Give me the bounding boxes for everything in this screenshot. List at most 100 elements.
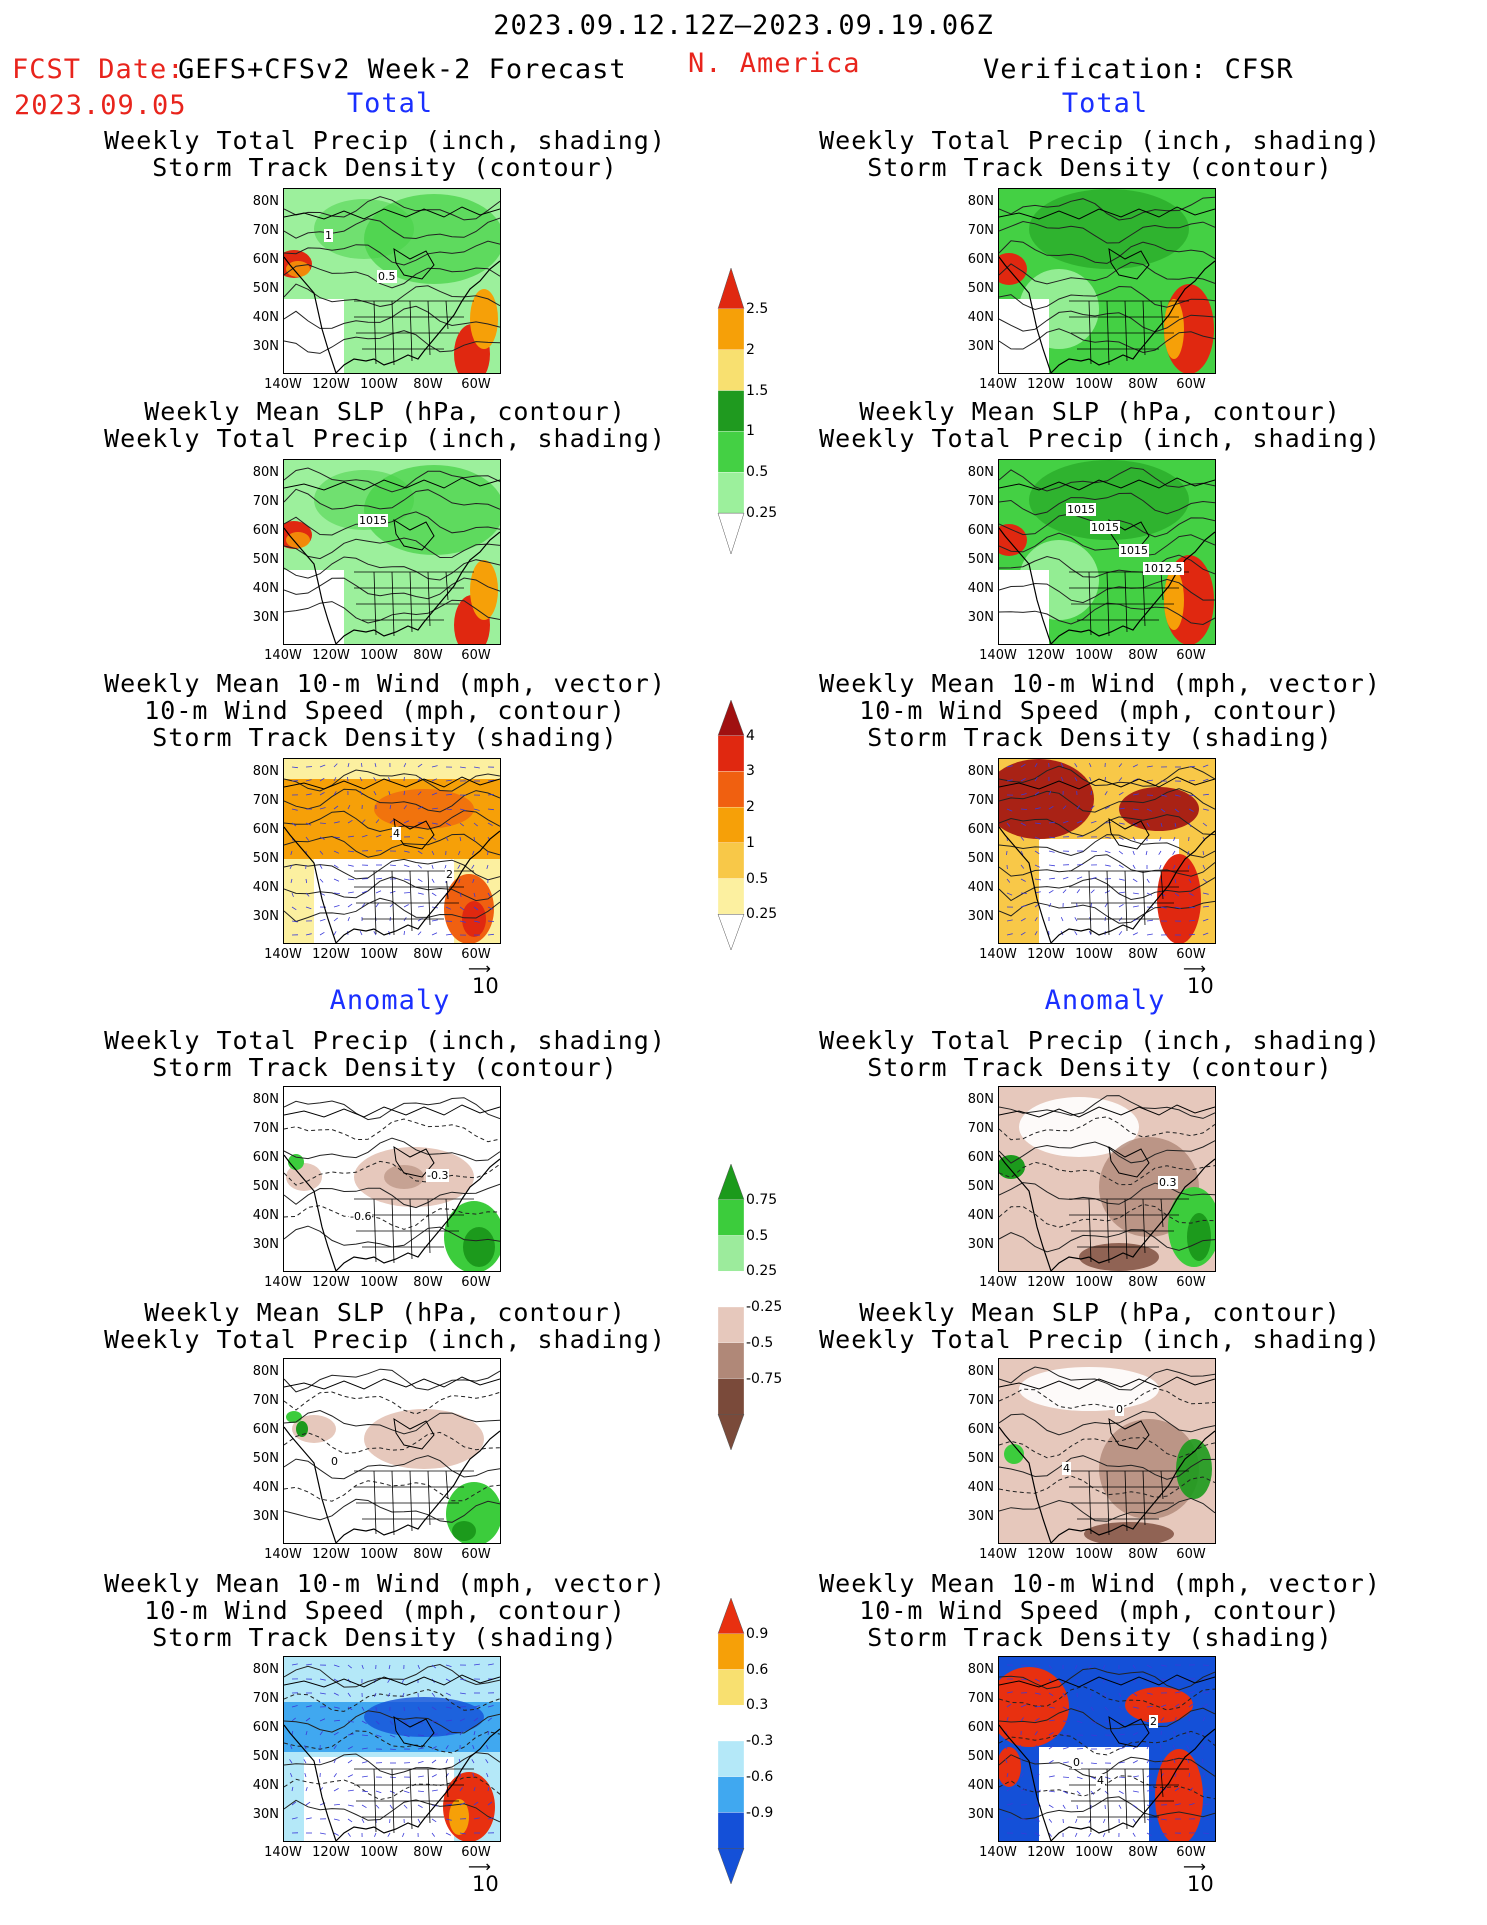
lon-tick-label: 80W: [413, 377, 443, 392]
vector-reference-value: 10: [472, 974, 499, 998]
map-ob-wind-anom: 4 2 0: [998, 1656, 1216, 1842]
title-line: Weekly Total Precip (inch, shading): [819, 424, 1381, 453]
lat-tick-label: 60N: [252, 1422, 279, 1437]
lat-tick-label: 30N: [967, 1509, 994, 1524]
lon-tick-label: 100W: [360, 1547, 398, 1562]
title-line: 10-m Wind Speed (mph, contour): [144, 696, 626, 725]
lat-tick-label: 40N: [967, 581, 994, 596]
lat-tick-label: 50N: [967, 1451, 994, 1466]
contour-label: 1015: [358, 514, 388, 527]
title-line: Weekly Mean 10-m Wind (mph, vector): [819, 1569, 1381, 1598]
lon-tick-label: 120W: [1027, 377, 1065, 392]
map-fc-precip-total: 1 0.5: [283, 188, 501, 374]
title-line: 10-m Wind Speed (mph, contour): [144, 1596, 626, 1625]
lat-tick-label: 60N: [252, 523, 279, 538]
contour-label: 1015: [1119, 544, 1149, 557]
lat-tick-label: 60N: [967, 822, 994, 837]
map-graphic: [284, 759, 500, 943]
lat-tick-label: 70N: [967, 1691, 994, 1706]
title-fc-wind-anom: Weekly Mean 10-m Wind (mph, vector) 10-m…: [85, 1570, 685, 1651]
lat-tick-label: 50N: [252, 851, 279, 866]
lon-tick-label: 120W: [1027, 947, 1065, 962]
lat-tick-label: 30N: [967, 1237, 994, 1252]
lat-tick-label: 40N: [967, 1480, 994, 1495]
lat-tick-label: 80N: [252, 194, 279, 209]
map-graphic: [999, 189, 1215, 373]
lat-tick-label: 40N: [252, 1480, 279, 1495]
lat-tick-label: 70N: [967, 1393, 994, 1408]
lat-tick-label: 60N: [967, 1150, 994, 1165]
colorbar-label: 2: [746, 799, 755, 816]
lat-tick-label: 60N: [967, 1422, 994, 1437]
title-fc-precip-total: Weekly Total Precip (inch, shading) Stor…: [85, 127, 685, 181]
lon-tick-label: 140W: [264, 1845, 302, 1860]
lat-tick-label: 30N: [252, 1237, 279, 1252]
title-line: Weekly Mean SLP (hPa, contour): [859, 397, 1341, 426]
lon-tick-label: 60W: [461, 1547, 491, 1562]
contour-label: 2: [445, 868, 454, 881]
lat-tick-label: 60N: [967, 252, 994, 267]
contour-label: 4: [392, 827, 401, 840]
lon-tick-label: 140W: [264, 377, 302, 392]
map-ob-precip-total: [998, 188, 1216, 374]
map-graphic: [999, 460, 1215, 644]
lat-tick-label: 30N: [967, 909, 994, 924]
lat-tick-label: 60N: [252, 1720, 279, 1735]
lat-tick-label: 40N: [967, 1208, 994, 1223]
contour-label: 0: [1115, 1403, 1124, 1416]
lat-tick-label: 70N: [967, 494, 994, 509]
vector-reference-arrow: ⟶: [1183, 1857, 1206, 1876]
colorbar-label: -0.25: [746, 1299, 783, 1315]
lat-tick-label: 30N: [252, 339, 279, 354]
lon-tick-label: 80W: [1128, 1547, 1158, 1562]
contour-label: 0.5: [377, 270, 397, 283]
lon-tick-label: 100W: [360, 1845, 398, 1860]
section-total-right: Total: [1061, 88, 1149, 119]
lon-tick-label: 120W: [1027, 1547, 1065, 1562]
lat-tick-label: 50N: [252, 1451, 279, 1466]
title-line: Weekly Mean SLP (hPa, contour): [859, 1298, 1341, 1327]
lon-tick-label: 80W: [1128, 947, 1158, 962]
verification-label: Verification: CFSR: [983, 54, 1294, 85]
lon-tick-label: 60W: [461, 648, 491, 663]
lat-tick-label: 30N: [252, 610, 279, 625]
vector-reference-value: 10: [1187, 1872, 1214, 1896]
lon-tick-label: 100W: [360, 648, 398, 663]
title-line: 10-m Wind Speed (mph, contour): [859, 1596, 1341, 1625]
lat-tick-label: 70N: [252, 1691, 279, 1706]
lat-tick-label: 60N: [252, 252, 279, 267]
lon-tick-label: 140W: [264, 648, 302, 663]
lon-tick-label: 140W: [979, 1547, 1017, 1562]
contour-label: 4: [1096, 1774, 1105, 1787]
contour-label: 1015: [1066, 503, 1096, 516]
lat-tick-label: 60N: [252, 822, 279, 837]
lat-tick-label: 40N: [252, 1778, 279, 1793]
lat-tick-label: 50N: [252, 281, 279, 296]
lon-tick-label: 80W: [413, 648, 443, 663]
lon-tick-label: 120W: [312, 1275, 350, 1290]
lat-tick-label: 80N: [967, 1364, 994, 1379]
lat-tick-label: 40N: [252, 1208, 279, 1223]
lon-tick-label: 100W: [1075, 1845, 1113, 1860]
lat-tick-label: 40N: [252, 310, 279, 325]
lon-tick-label: 120W: [312, 648, 350, 663]
section-anomaly-left: Anomaly: [329, 985, 451, 1016]
vector-reference: ⟶ 10: [1183, 1857, 1214, 1897]
title-line: Storm Track Density (contour): [867, 1053, 1333, 1082]
contour-label: 0: [1072, 1756, 1081, 1769]
lon-tick-label: 80W: [413, 1845, 443, 1860]
lat-tick-label: 30N: [967, 1807, 994, 1822]
lon-tick-label: 80W: [413, 947, 443, 962]
colorbar-label: -0.9: [746, 1804, 774, 1821]
colorbar-label: 0.3: [746, 1697, 769, 1714]
colorbar-label: 0.5: [746, 870, 769, 887]
lat-tick-label: 50N: [967, 851, 994, 866]
vector-reference: ⟶ 10: [468, 1859, 499, 1897]
title-line: Weekly Total Precip (inch, shading): [819, 126, 1381, 155]
title-line: Storm Track Density (shading): [152, 1623, 618, 1652]
lat-tick-label: 60N: [967, 523, 994, 538]
lat-tick-label: 70N: [252, 494, 279, 509]
lon-tick-label: 60W: [1176, 1275, 1206, 1290]
lon-tick-label: 60W: [461, 947, 491, 962]
